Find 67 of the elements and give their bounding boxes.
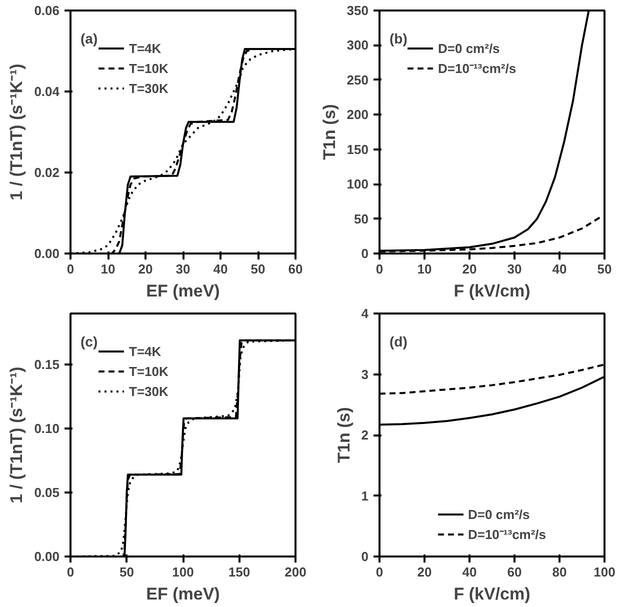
y-tick-label: 3 (361, 366, 369, 382)
x-tick-label: 50 (120, 564, 134, 580)
y-tick-label: 1 (361, 488, 369, 504)
x-tick-label: 0 (376, 564, 384, 580)
x-axis-title: F (kV/cm) (454, 584, 530, 604)
x-axis-title: F (kV/cm) (454, 282, 530, 300)
x-tick-label: 150 (228, 564, 250, 580)
x-tick-label: 200 (284, 564, 306, 580)
legend-label: T=30K (129, 80, 168, 96)
y-tick-label: 0.06 (34, 3, 60, 18)
annotation: (a) (80, 30, 98, 46)
y-axis-title: 1 / (T1nT) (s⁻¹K⁻¹) (7, 366, 26, 504)
x-tick-label: 0 (66, 262, 74, 276)
y-tick-label: 0.02 (34, 165, 60, 180)
y-tick-label: 0.00 (34, 549, 60, 564)
y-tick-label: 0.15 (34, 357, 60, 372)
x-tick-label: 100 (594, 564, 616, 580)
y-tick-label: 50 (354, 211, 369, 226)
x-tick-label: 60 (288, 262, 303, 276)
legend-label: D=0 cm²/s (468, 506, 530, 522)
x-axis-title: EF (meV) (146, 282, 220, 300)
legend-label: T=4K (129, 40, 162, 56)
legend-label: T=10K (129, 60, 168, 76)
y-tick-label: 0.10 (34, 421, 60, 436)
x-tick-label: 20 (417, 564, 432, 580)
annotation: (b) (390, 30, 408, 46)
y-axis-title: 1 / (T1nT) (s⁻¹K⁻¹) (7, 64, 26, 200)
x-tick-label: 10 (100, 262, 116, 276)
y-axis-title: T1n (s) (334, 407, 354, 463)
legend-label: T=10K (129, 363, 168, 379)
x-tick-label: 0 (66, 564, 74, 580)
legend-label: D=10⁻¹³cm²/s (468, 526, 546, 543)
y-tick-label: 0.05 (34, 485, 60, 500)
y-tick-label: 300 (346, 38, 369, 53)
x-tick-label: 10 (417, 262, 432, 276)
legend-label: T=30K (129, 383, 168, 399)
y-tick-label: 350 (346, 3, 369, 18)
x-tick-label: 100 (172, 564, 194, 580)
annotation: (d) (390, 334, 408, 350)
x-tick-label: 60 (507, 564, 522, 580)
y-tick-label: 200 (346, 107, 369, 122)
y-tick-label: 0 (361, 549, 369, 564)
y-tick-label: 2 (361, 428, 369, 442)
x-tick-label: 40 (552, 262, 567, 276)
legend-label: D=10⁻¹³cm²/s (438, 60, 516, 77)
y-tick-label: 0 (361, 246, 369, 261)
x-tick-label: 20 (462, 262, 477, 276)
y-tick-label: 0.00 (34, 246, 60, 261)
y-tick-label: 0.04 (34, 84, 60, 99)
annotation: (c) (80, 334, 98, 350)
x-axis-title: EF (meV) (146, 584, 220, 604)
y-tick-label: 4 (361, 306, 370, 321)
x-tick-label: 40 (213, 262, 228, 276)
x-tick-label: 40 (462, 564, 477, 580)
y-tick-label: 100 (346, 176, 369, 192)
legend-label: D=0 cm²/s (438, 40, 500, 56)
y-tick-label: 150 (346, 142, 369, 157)
x-tick-label: 0 (376, 262, 384, 276)
x-tick-label: 80 (552, 564, 567, 580)
y-axis-title: T1n (s) (320, 104, 339, 160)
x-tick-label: 50 (250, 262, 266, 276)
x-tick-label: 30 (507, 262, 522, 276)
x-tick-label: 30 (176, 262, 190, 276)
x-tick-label: 20 (138, 262, 153, 276)
x-tick-label: 50 (597, 262, 612, 276)
y-tick-label: 250 (346, 72, 369, 88)
legend-label: T=4K (129, 343, 162, 359)
